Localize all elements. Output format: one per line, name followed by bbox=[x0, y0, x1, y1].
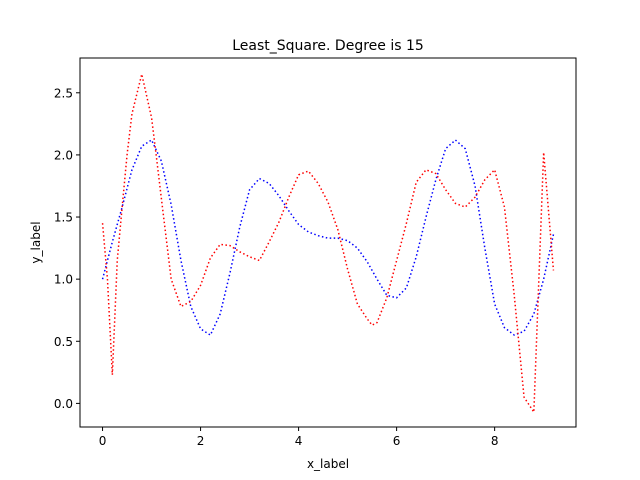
y-tick-label: 1.0 bbox=[54, 273, 73, 287]
series-layer bbox=[101, 73, 555, 415]
x-axis: 0 2 4 6 8 bbox=[99, 427, 499, 448]
series-line-1 bbox=[101, 138, 555, 337]
x-tick-label: 2 bbox=[197, 434, 205, 448]
y-tick-label: 1.5 bbox=[54, 211, 73, 225]
x-axis-label: x_label bbox=[307, 457, 349, 471]
y-axis-label: y_label bbox=[29, 221, 43, 263]
y-axis: 0.0 0.5 1.0 1.5 2.0 2.5 bbox=[54, 86, 80, 411]
x-tick-label: 8 bbox=[491, 434, 499, 448]
x-tick-label: 6 bbox=[393, 434, 401, 448]
x-tick-label: 4 bbox=[295, 434, 303, 448]
plot-frame bbox=[79, 57, 577, 428]
y-tick-label: 2.5 bbox=[54, 86, 73, 100]
y-tick-label: 2.0 bbox=[54, 148, 73, 162]
y-tick-label: 0.5 bbox=[54, 335, 73, 349]
y-tick-label: 0.0 bbox=[54, 397, 73, 411]
x-tick-label: 0 bbox=[99, 434, 107, 448]
chart-title: Least_Square. Degree is 15 bbox=[232, 38, 424, 54]
